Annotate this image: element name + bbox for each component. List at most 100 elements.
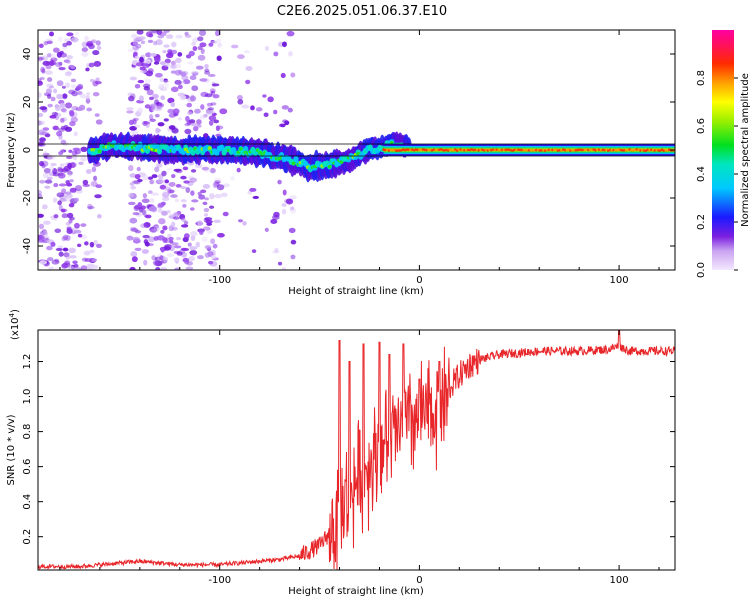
spectrogram-speckle-cell <box>70 78 77 83</box>
spectrogram-speckle-cell <box>58 66 66 71</box>
spectrogram-speckle-cell <box>181 217 186 222</box>
spectrogram-speckle-cell <box>69 255 77 259</box>
spectrogram-speckle-cell <box>42 152 50 156</box>
spectrogram-speckle-cell <box>130 185 137 190</box>
spectrogram-speckle-cell <box>137 79 145 84</box>
spectrogram-speckle-cell <box>74 267 83 270</box>
spectrogram-speckle-cell <box>59 102 66 108</box>
spectrogram-speckle-cell <box>49 59 55 66</box>
spectrogram-speckle-cell <box>166 34 174 40</box>
spectrogram-speckle-cell <box>170 86 179 93</box>
steady-band-core-cell <box>540 149 543 152</box>
spectrogram-speckle-cell <box>172 216 180 220</box>
spectrogram-speckle-cell <box>182 166 189 171</box>
spectrogram-speckle-cell <box>212 243 218 249</box>
spectrogram-speckle-cell <box>66 212 74 219</box>
steady-band-core-cell <box>509 148 513 152</box>
steady-band-core-cell <box>493 148 497 152</box>
spectrogram-speckle-cell <box>204 245 212 250</box>
spectrogram-speckle-cell <box>289 195 297 200</box>
spectrogram-speckle-cell <box>54 228 62 233</box>
steady-band-core-cell <box>581 148 585 152</box>
steady-band-core-cell <box>441 148 444 152</box>
steady-band-core-cell <box>455 149 459 152</box>
spectrogram-speckle-cell <box>128 165 134 172</box>
spectrogram-speckle-cell <box>208 42 214 47</box>
steady-band-core-cell <box>614 148 617 152</box>
spectrogram-speckle-cell <box>130 93 136 99</box>
spectrogram-speckle-cell <box>173 168 182 172</box>
spectrogram-speckle-cell <box>155 39 163 46</box>
spectrogram-speckle-cell <box>75 31 80 36</box>
spectrogram-speckle-cell <box>215 30 221 37</box>
spectrogram-speckle-cell <box>57 36 64 42</box>
ridge-core-cell <box>97 149 102 154</box>
spectrogram-speckle-cell <box>79 93 86 99</box>
spectrogram-speckle-cell <box>141 174 149 181</box>
spectrogram-speckle-cell <box>290 72 296 78</box>
steady-band-core-cell <box>531 149 534 152</box>
spectrogram-speckle-cell <box>197 45 203 51</box>
spectrogram-speckle-cell <box>42 230 49 237</box>
spectrogram-speckle-cell <box>52 125 59 131</box>
spectrogram-speckle-cell <box>88 249 95 254</box>
spectrogram-speckle-cell <box>60 107 67 113</box>
spectrogram-speckle-cell <box>199 42 207 48</box>
spectrogram-speckle-cell <box>147 190 153 194</box>
spectrogram-speckle-cell <box>197 255 204 260</box>
spectrogram-speckle-cell <box>38 213 44 218</box>
steady-band-core-cell <box>382 148 385 151</box>
spectrogram-speckle-cell <box>154 56 161 63</box>
spectrogram-speckle-cell <box>149 179 154 185</box>
steady-band-core-cell <box>596 148 599 151</box>
spectrogram-speckle-cell <box>209 193 215 200</box>
spectrogram-speckle-cell <box>174 69 182 76</box>
spectrogram-speckle-cell <box>281 203 287 207</box>
steady-band-core-cell <box>551 148 554 152</box>
spectrogram-speckle-cell <box>59 172 64 176</box>
spectrogram-speckle-cell <box>190 123 198 127</box>
spectrogram-speckle-cell <box>137 178 143 183</box>
spectrogram-speckle-cell <box>188 255 196 262</box>
steady-band-core-cell <box>619 148 622 152</box>
spectrogram-speckle-cell <box>137 107 144 114</box>
steady-band-core-cell <box>642 149 646 152</box>
spectrogram-speckle-cell <box>133 205 140 212</box>
spectrogram-speckle-cell <box>59 198 68 202</box>
spectrogram-y-ticks: 40 20 0 -20 -40 <box>22 48 675 254</box>
spectrogram-speckle-cell <box>132 45 139 51</box>
spectrogram-speckle-cell <box>155 266 161 270</box>
spectrogram-speckle-cell <box>201 166 209 171</box>
spectrogram-speckle-cell <box>38 223 45 230</box>
spectrogram-speckle-cell <box>147 39 154 43</box>
spectrogram-speckle-cell <box>56 93 63 100</box>
spectrogram-speckle-cell <box>68 247 77 254</box>
spectrogram-speckle-cell <box>78 104 86 111</box>
steady-band-core-cell <box>499 149 502 152</box>
spectrogram-speckle-cell <box>210 102 217 106</box>
spectrogram-speckle-cell <box>216 232 225 238</box>
spectrogram-speckle-cell <box>56 80 64 87</box>
spectrogram-speckle-cell <box>204 68 210 73</box>
spectrogram-speckle-cell <box>131 256 138 263</box>
spectrogram-speckle-cell <box>156 163 163 168</box>
spectrogram-speckle-cell <box>264 227 269 233</box>
spectrogram-speckle-cell <box>53 217 58 222</box>
spectrogram-ridge <box>38 131 675 183</box>
spectrogram-speckle-cell <box>273 211 280 218</box>
spectrogram-speckle-cell <box>168 189 175 194</box>
steady-band-core-cell <box>572 149 576 152</box>
spectrogram-speckle-cell <box>160 247 165 253</box>
steady-band-core-cell <box>517 148 520 151</box>
spectrogram-speckle-cell <box>44 185 51 189</box>
spectrogram-speckle-cell <box>217 42 222 48</box>
spectrogram-speckle-cell <box>53 88 58 94</box>
spectrogram-speckle-cell <box>201 236 208 243</box>
snr-y-scale: (x104) <box>8 309 21 340</box>
spectrogram-speckle-cell <box>185 115 190 122</box>
spectrogram-speckle-cell <box>252 195 259 199</box>
spectrogram-speckle-cell <box>65 191 72 195</box>
spectrogram-speckle-cell <box>194 108 201 114</box>
spectrogram-speckle-cell <box>152 93 159 99</box>
y-tick-label: 0.6 <box>22 459 33 475</box>
